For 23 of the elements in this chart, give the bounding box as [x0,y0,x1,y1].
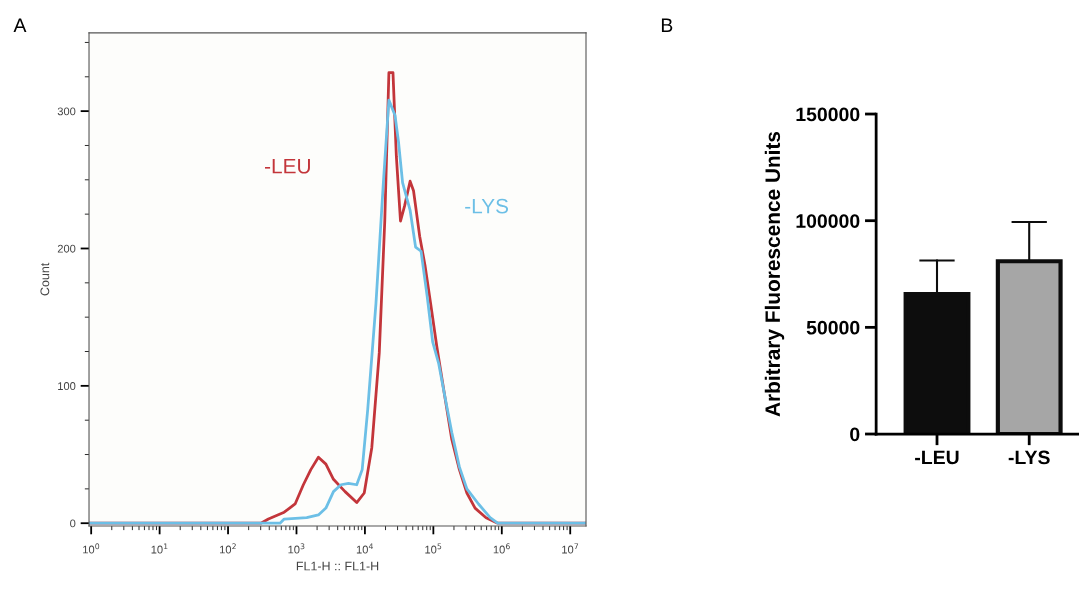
x-tick-label: 10$^{7}$ [562,543,579,554]
y-tick-label: 100000 [796,214,860,228]
x-tick-label: 10$^{2}$ [220,543,236,554]
y-tick-label: 100 [58,382,76,390]
y-tick-label: 0 [70,519,76,528]
x-tick-label: 10$^{1}$ [151,543,168,554]
y-tick-label: 200 [57,244,76,253]
text: B [661,18,673,32]
x-tick-label: 10$^{6}$ [493,543,510,554]
x-tick-label: 10$^{0}$ [83,543,100,554]
y-axis-title: Arbitrary Fluorescence Units [764,131,785,417]
x-tick-label: 10$^{3}$ [288,543,305,554]
text: A [13,18,27,32]
x-tick-label: 10$^{5}$ [425,543,442,554]
text: -LEU [265,159,310,174]
x-tick-label: 10$^{4}$ [356,543,374,554]
y-tick-label: 150000 [796,107,860,122]
y-tick-label: 0 [850,427,860,442]
x-axis-title: FL1-H :: FL1-H [296,561,379,571]
text: -LYS [465,198,509,214]
y-tick-label: 300 [57,107,76,116]
y-tick-label: 50000 [806,320,860,335]
y-axis-title: Count [40,262,50,296]
